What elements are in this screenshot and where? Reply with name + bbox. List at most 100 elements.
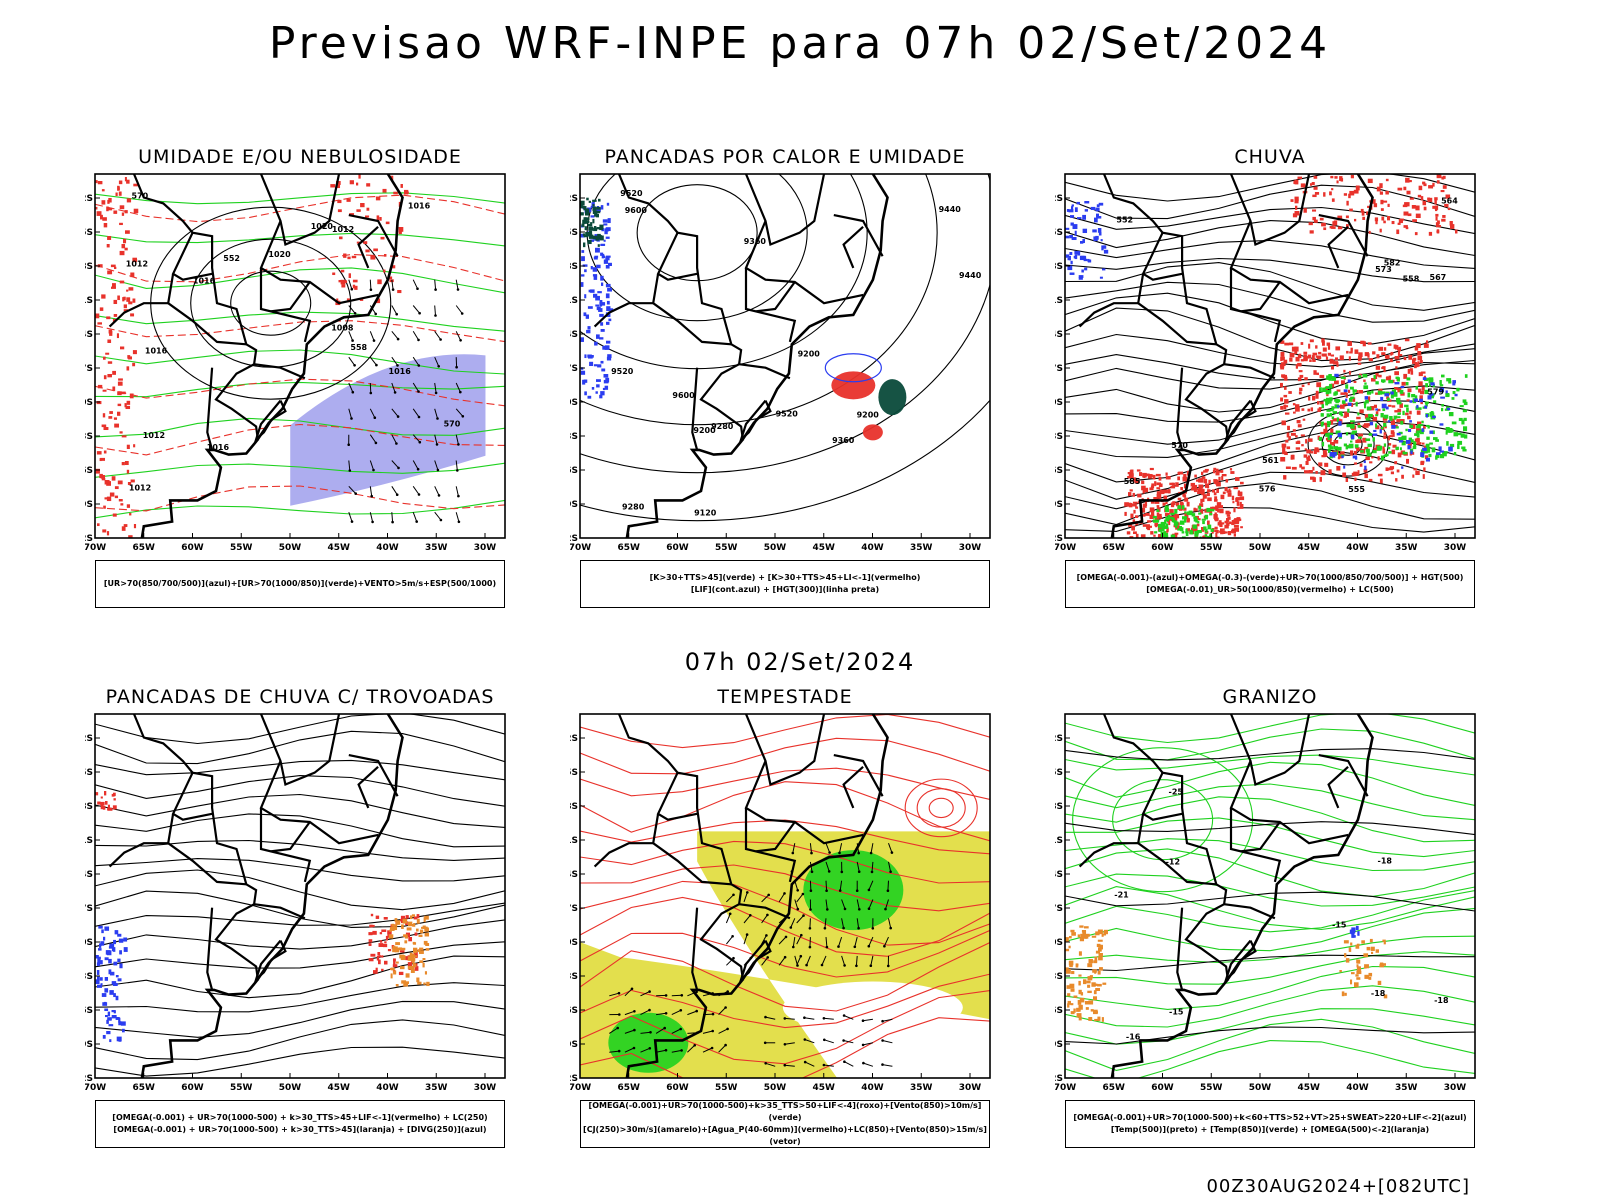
rain-red bbox=[1314, 192, 1320, 195]
legend-line: [OMEGA(-0.001) + UR>70(1000-500) + k>30_… bbox=[112, 1113, 488, 1122]
rain-red bbox=[1215, 505, 1219, 508]
map-pancadas-trovoadas: 12S15S18S21S24S27S30S33S36S39S42S70W65W6… bbox=[85, 713, 506, 1093]
red-speckle bbox=[110, 264, 116, 268]
red-speckle bbox=[366, 207, 370, 211]
omega-orange bbox=[1071, 932, 1076, 936]
divg-blue bbox=[123, 937, 128, 942]
omega-orange bbox=[1104, 929, 1108, 935]
omega-orange bbox=[1066, 985, 1071, 989]
rain-blue bbox=[1413, 398, 1418, 402]
map-layer: 9600952095209440944093609360928092809200… bbox=[580, 174, 990, 538]
rain-red bbox=[1355, 439, 1359, 444]
rain-red bbox=[1312, 194, 1317, 198]
rain-blue bbox=[1081, 269, 1084, 273]
border-line bbox=[617, 714, 745, 981]
lon-label: 45W bbox=[328, 1083, 351, 1093]
rain-green bbox=[1184, 519, 1187, 523]
lat-label: 21S bbox=[85, 296, 93, 306]
map-layer: -12-15-18-21-25-18-15-16-18 bbox=[1065, 714, 1475, 1078]
rain-green bbox=[1439, 380, 1442, 385]
rain-red bbox=[1330, 354, 1335, 357]
wind-vector-head bbox=[823, 1038, 826, 1042]
omega-orange bbox=[1339, 970, 1342, 973]
rain-red bbox=[1215, 472, 1220, 476]
red-speckle bbox=[95, 180, 98, 184]
rain-red bbox=[1234, 518, 1238, 522]
rain-red bbox=[1144, 473, 1150, 477]
temp500-contour bbox=[1065, 748, 1475, 761]
rain-red bbox=[1190, 482, 1196, 487]
rain-green bbox=[1432, 384, 1435, 388]
border-line bbox=[833, 214, 884, 257]
storm-orange bbox=[407, 956, 411, 961]
storm-orange bbox=[390, 973, 393, 979]
lif-contour bbox=[824, 353, 882, 383]
omega-orange bbox=[1082, 930, 1087, 936]
rain-green bbox=[1339, 411, 1343, 415]
rain-red bbox=[1335, 346, 1341, 351]
rain-red bbox=[1170, 502, 1175, 508]
wind-arrow-head bbox=[372, 339, 376, 342]
rain-red bbox=[1327, 344, 1331, 350]
rain-red bbox=[1317, 408, 1321, 412]
rain-red bbox=[1399, 354, 1403, 357]
rain-red bbox=[1233, 524, 1239, 528]
rain-red bbox=[1130, 513, 1134, 519]
rain-red bbox=[1165, 472, 1168, 476]
wind-arrow-head bbox=[395, 442, 398, 445]
rain-red bbox=[1436, 225, 1441, 228]
rain-red bbox=[1150, 485, 1154, 488]
lif-blue bbox=[593, 364, 598, 367]
wind-arrow bbox=[455, 408, 464, 417]
rain-red bbox=[1186, 528, 1191, 532]
wind-arrow-head bbox=[391, 520, 394, 524]
rain-red bbox=[1374, 217, 1379, 222]
rain-red bbox=[1320, 401, 1324, 405]
storm-red bbox=[378, 943, 384, 947]
border-line bbox=[1318, 214, 1369, 257]
rain-green bbox=[1173, 521, 1179, 526]
rain-red bbox=[1159, 489, 1165, 495]
red-speckle bbox=[126, 366, 130, 371]
rain-red bbox=[1381, 216, 1385, 221]
rain-green bbox=[1327, 425, 1331, 428]
red-speckle bbox=[132, 298, 136, 303]
border-line bbox=[270, 821, 311, 853]
rain-red bbox=[1158, 476, 1162, 481]
storm-red bbox=[105, 801, 108, 805]
rain-red bbox=[1312, 359, 1316, 362]
rain-red bbox=[1418, 381, 1423, 386]
green-area bbox=[599, 224, 604, 229]
wind-vector bbox=[640, 991, 650, 997]
rain-red bbox=[1309, 359, 1312, 362]
rain-green bbox=[1350, 396, 1355, 399]
rain-blue bbox=[1074, 254, 1078, 260]
border-line bbox=[348, 214, 399, 257]
rain-red bbox=[1403, 211, 1409, 216]
red-speckle bbox=[127, 482, 132, 486]
storm-orange bbox=[395, 984, 399, 987]
rain-red bbox=[1444, 203, 1449, 208]
rain-red bbox=[1331, 366, 1334, 370]
green-area bbox=[586, 220, 590, 224]
rain-red bbox=[1177, 476, 1180, 481]
rain-red bbox=[1364, 352, 1369, 357]
rain-red bbox=[1324, 462, 1329, 467]
rain-red bbox=[1168, 520, 1171, 526]
temp850-contour bbox=[1065, 965, 1475, 1010]
storm-red bbox=[381, 968, 384, 972]
wind-vector bbox=[825, 937, 828, 948]
rain-green bbox=[1429, 442, 1433, 445]
rain-green bbox=[1326, 409, 1331, 412]
green-area bbox=[583, 217, 587, 222]
lat-label: 42S bbox=[570, 534, 578, 544]
red-area bbox=[831, 371, 876, 400]
wind-arrow-head bbox=[461, 415, 465, 418]
wind-arrow-head bbox=[372, 468, 375, 472]
wind-vector bbox=[870, 843, 874, 854]
lagoon bbox=[253, 399, 287, 443]
rain-green bbox=[1338, 435, 1342, 439]
red-dashed-contour bbox=[95, 423, 505, 456]
wind-arrow bbox=[434, 434, 438, 445]
rain-red bbox=[1321, 455, 1326, 458]
